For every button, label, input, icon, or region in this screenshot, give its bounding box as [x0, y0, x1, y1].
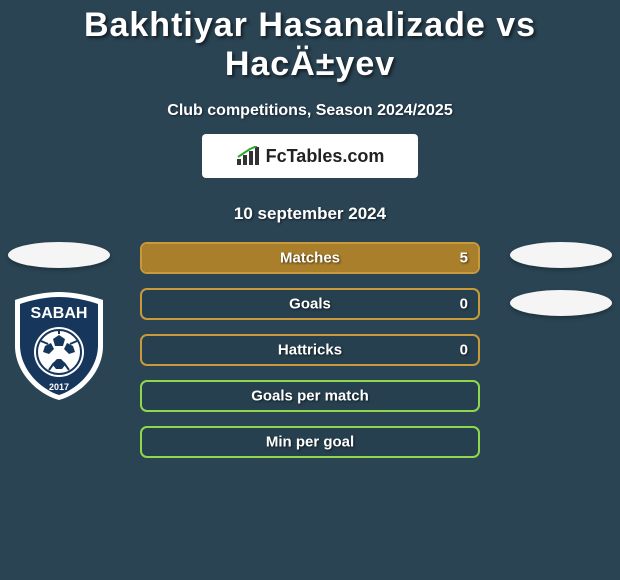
- brand-box[interactable]: FcTables.com: [202, 134, 418, 178]
- brand-chart-icon: [236, 146, 260, 166]
- subtitle: Club competitions, Season 2024/2025: [0, 102, 620, 120]
- club-year-text: 2017: [49, 382, 69, 392]
- right-flag-placeholder: [510, 242, 612, 268]
- stat-label: Goals per match: [142, 388, 478, 405]
- club-name-text: SABAH: [31, 305, 88, 322]
- brand-text: FcTables.com: [266, 146, 385, 167]
- stat-value-right: 5: [460, 250, 468, 267]
- stat-row: Goals per match: [140, 380, 480, 412]
- stats-column: Matches5Goals0Hattricks0Goals per matchM…: [140, 242, 480, 458]
- left-flag-placeholder: [8, 242, 110, 268]
- left-player-col: SABAH 2017: [4, 242, 114, 402]
- stat-label: Hattricks: [142, 342, 478, 359]
- stat-row: Goals0: [140, 288, 480, 320]
- stat-row: Min per goal: [140, 426, 480, 458]
- stat-label: Goals: [142, 296, 478, 313]
- stat-value-right: 0: [460, 342, 468, 359]
- stat-label: Min per goal: [142, 434, 478, 451]
- page-title: Bakhtiyar Hasanalizade vs HacÄ±yev: [0, 0, 620, 84]
- right-club-placeholder: [510, 290, 612, 316]
- right-player-col: [506, 242, 616, 338]
- stat-label: Matches: [142, 250, 478, 267]
- stat-row: Matches5: [140, 242, 480, 274]
- left-club-badge: SABAH 2017: [9, 290, 109, 402]
- stat-row: Hattricks0: [140, 334, 480, 366]
- stat-value-right: 0: [460, 296, 468, 313]
- date-text: 10 september 2024: [0, 204, 620, 224]
